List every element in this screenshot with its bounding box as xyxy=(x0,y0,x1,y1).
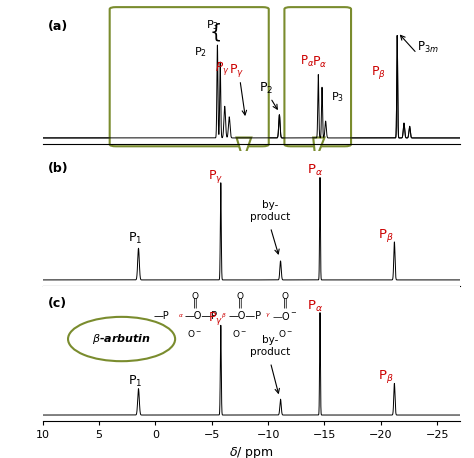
Text: P$_\beta$: P$_\beta$ xyxy=(377,368,393,385)
FancyBboxPatch shape xyxy=(284,7,351,146)
Text: (b): (b) xyxy=(48,162,69,174)
Text: P$_\beta$: P$_\beta$ xyxy=(371,64,386,81)
Text: O: O xyxy=(282,292,289,301)
Text: P$_3$: P$_3$ xyxy=(206,19,219,33)
Text: $_\beta$: $_\beta$ xyxy=(221,311,227,321)
Text: P$_2$: P$_2$ xyxy=(259,81,273,96)
Text: P$_\gamma$: P$_\gamma$ xyxy=(229,61,244,79)
Text: ‖: ‖ xyxy=(283,298,287,308)
Text: P$_\alpha$: P$_\alpha$ xyxy=(312,55,328,70)
Text: by-
product: by- product xyxy=(250,200,291,222)
Text: $_\alpha$: $_\alpha$ xyxy=(178,311,184,320)
Text: —O—P: —O—P xyxy=(228,311,262,321)
Text: O: O xyxy=(237,292,244,301)
Text: P$_\gamma$: P$_\gamma$ xyxy=(208,168,223,185)
Text: P$_\gamma$: P$_\gamma$ xyxy=(208,310,223,327)
Text: ‖: ‖ xyxy=(192,298,197,308)
Text: O$^-$: O$^-$ xyxy=(232,328,247,339)
Polygon shape xyxy=(313,137,325,160)
Text: P$_1$: P$_1$ xyxy=(128,373,142,388)
Text: O$^-$: O$^-$ xyxy=(278,328,292,339)
Text: P$_\beta$: P$_\beta$ xyxy=(377,227,393,244)
Text: $\beta$-arbutin: $\beta$-arbutin xyxy=(92,332,151,346)
Text: (a): (a) xyxy=(48,20,69,33)
Text: (c): (c) xyxy=(48,297,67,310)
Text: —P: —P xyxy=(153,311,169,321)
Text: P$_3$: P$_3$ xyxy=(331,90,345,104)
Text: by-
product: by- product xyxy=(250,335,291,357)
Text: P$_\alpha$: P$_\alpha$ xyxy=(308,299,324,314)
Text: O$^-$: O$^-$ xyxy=(187,328,202,339)
Text: {: { xyxy=(210,23,222,42)
FancyBboxPatch shape xyxy=(109,7,269,146)
Polygon shape xyxy=(237,137,251,160)
Text: P$_\gamma$: P$_\gamma$ xyxy=(215,60,229,77)
Text: P$_2$: P$_2$ xyxy=(194,45,207,59)
Text: —O$^-$: —O$^-$ xyxy=(272,310,297,322)
Text: P$_1$: P$_1$ xyxy=(128,231,142,246)
Text: ‖: ‖ xyxy=(237,298,242,308)
Text: P$_{3m}$: P$_{3m}$ xyxy=(417,40,439,55)
Text: P$_\alpha$: P$_\alpha$ xyxy=(308,164,324,179)
Text: $_\gamma$: $_\gamma$ xyxy=(265,311,271,320)
X-axis label: $\delta$/ ppm: $\delta$/ ppm xyxy=(229,445,273,458)
Text: —O—P: —O—P xyxy=(185,311,218,321)
Text: O: O xyxy=(191,292,198,301)
Text: P$_\alpha$: P$_\alpha$ xyxy=(301,54,315,69)
